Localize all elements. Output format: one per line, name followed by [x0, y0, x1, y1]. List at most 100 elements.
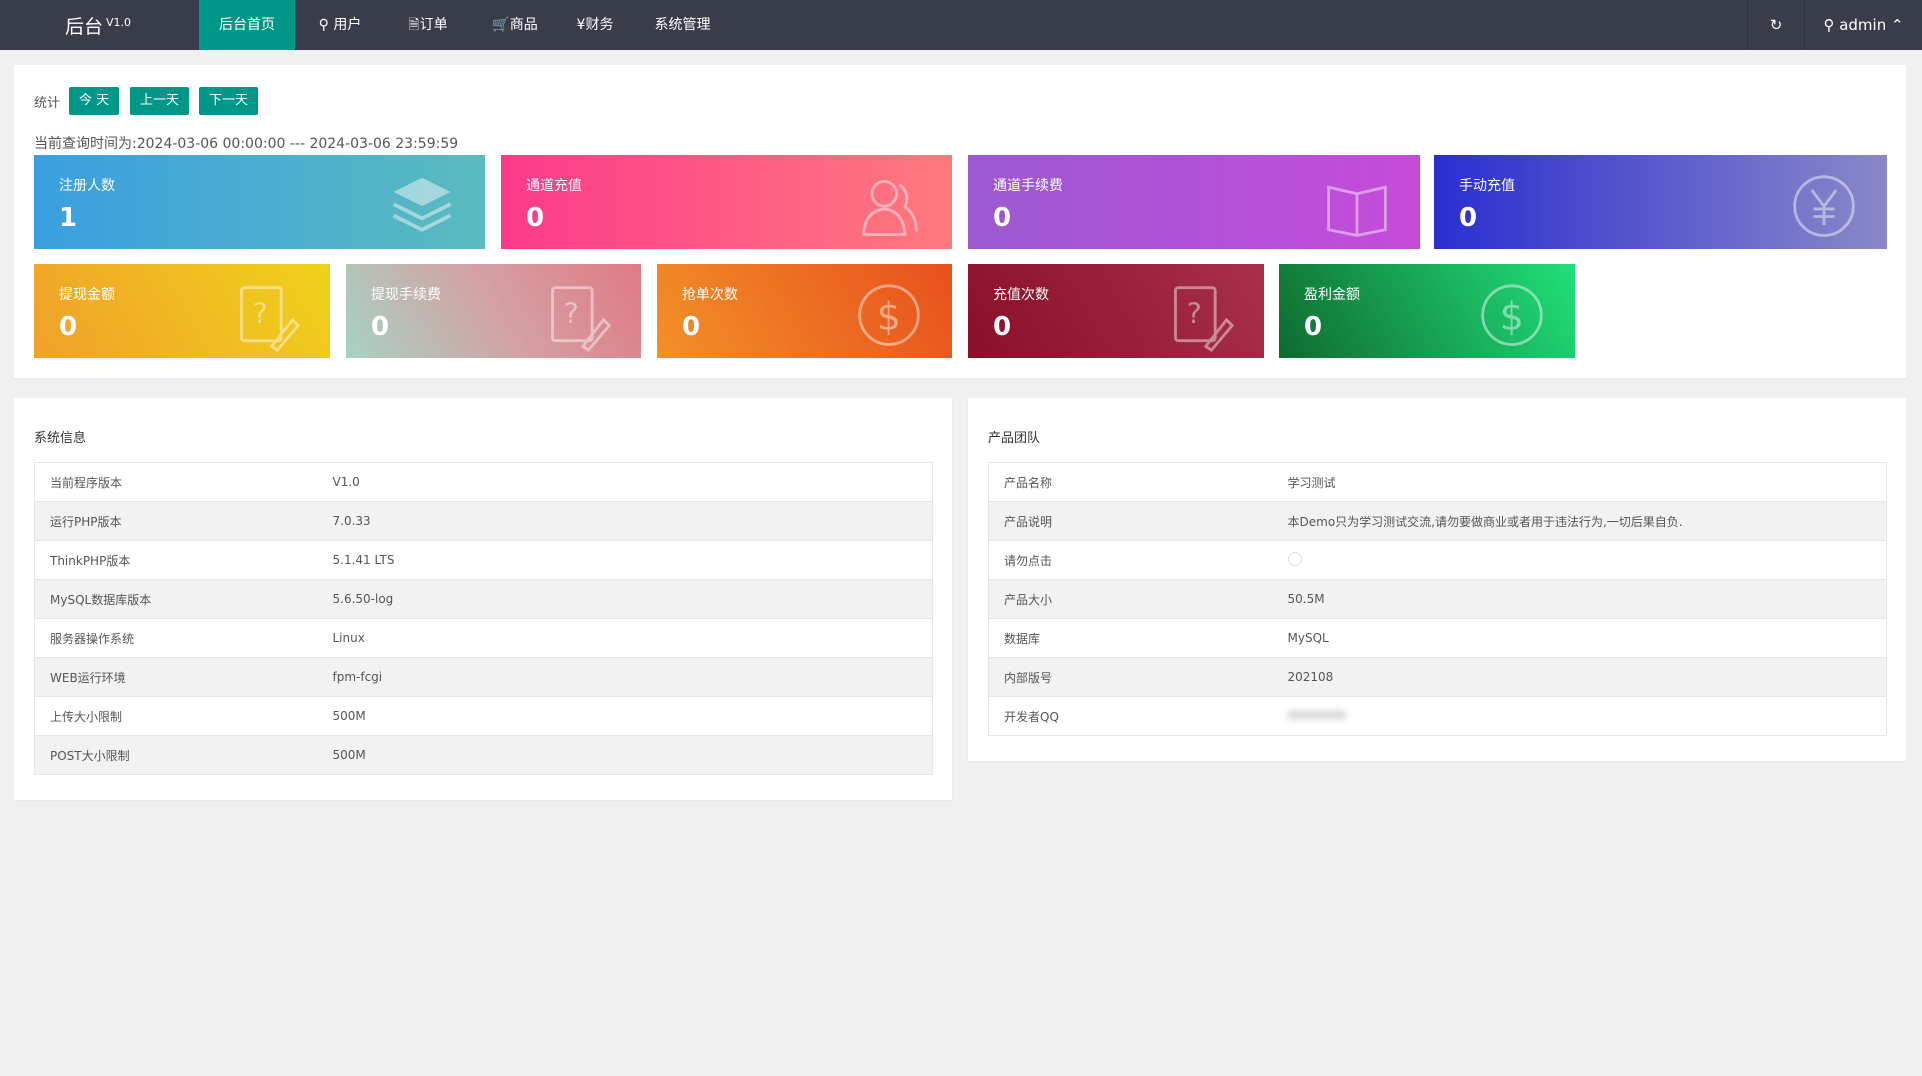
table-row: 产品名称 学习测试	[988, 462, 1887, 502]
row-label: 内部版号	[988, 657, 1273, 697]
stat-value: 0	[1459, 203, 1478, 233]
svg-text:?: ?	[1187, 298, 1202, 331]
row-label: POST大小限制	[34, 735, 318, 775]
nav-label: 用户	[333, 17, 362, 33]
stat-card: 抢单次数 0 $	[657, 264, 952, 358]
stat-value: 0	[993, 203, 1012, 233]
stat-title: 注册人数	[59, 178, 115, 194]
question-edit-icon: ?	[240, 286, 301, 352]
logo-text: 后台	[65, 16, 104, 38]
stat-title: 盈利金额	[1304, 287, 1360, 303]
stat-card: 提现手续费 0?	[346, 264, 641, 358]
yen-circle-icon	[1793, 175, 1855, 237]
nav-products[interactable]: 🛒商品	[480, 0, 550, 50]
nav-home[interactable]: 后台首页	[199, 0, 295, 50]
row-label: 开发者QQ	[988, 696, 1273, 736]
user-menu[interactable]: ⚲ admin ⌃	[1804, 0, 1922, 50]
table-row: ThinkPHP版本 5.1.41 LTS	[34, 540, 933, 580]
blurred-qq	[1287, 710, 1346, 720]
yen-icon: ¥	[576, 17, 586, 33]
row-label: 运行PHP版本	[34, 501, 318, 541]
document-icon: 🗎	[408, 17, 420, 33]
svg-text:?: ?	[253, 298, 268, 331]
stat-card: 提现金额 0?	[34, 264, 330, 358]
row-value: 5.6.50-log	[317, 579, 933, 619]
refresh-icon: ↻	[1769, 16, 1783, 34]
row-value: Linux	[317, 618, 933, 658]
user-icon: ⚲	[318, 17, 334, 33]
row-value: 50.5M	[1272, 579, 1887, 619]
stat-card: 注册人数 1	[34, 155, 485, 249]
table-row: 服务器操作系统 Linux	[34, 618, 933, 658]
table-row: POST大小限制 500M	[34, 735, 933, 775]
row-label: ThinkPHP版本	[34, 540, 318, 580]
cart-icon: 🛒	[492, 17, 510, 33]
book-icon	[1327, 185, 1387, 237]
row-label: 产品大小	[988, 579, 1273, 619]
users-icon	[861, 180, 918, 236]
team-table: 产品名称 学习测试 产品说明 本Demo只为学习测试交流,请勿要做商业或者用于违法行为…	[988, 462, 1887, 736]
stat-value: 0	[371, 312, 390, 342]
table-row: 开发者QQ	[988, 696, 1887, 736]
nav-finance[interactable]: ¥财务	[565, 0, 625, 50]
row-label: WEB运行环境	[34, 657, 318, 697]
table-row: 数据库 MySQL	[988, 618, 1887, 658]
question-edit-icon: ?	[1174, 286, 1235, 352]
stat-card: 充值次数 0?	[968, 264, 1264, 358]
logo: 后台 V1.0	[65, 12, 131, 39]
team-title: 产品团队	[988, 431, 1041, 446]
row-value	[1272, 696, 1887, 736]
table-row: 当前程序版本 V1.0	[34, 462, 933, 502]
stat-title: 手动充值	[1459, 178, 1515, 194]
system-info-table: 当前程序版本 V1.0 运行PHP版本 7.0.33 ThinkPHP版本 5.1.41 …	[34, 462, 933, 775]
row-value: 5.1.41 LTS	[317, 540, 933, 580]
nav-orders[interactable]: 🗎订单	[393, 0, 463, 50]
stat-value: 0	[1304, 312, 1323, 342]
stat-card: 通道手续费 0	[968, 155, 1420, 249]
stat-value: 0	[993, 312, 1012, 342]
dollar-circle-icon: $	[1481, 284, 1543, 346]
stat-value: 0	[682, 312, 701, 342]
stats-label: 统计	[34, 96, 61, 111]
row-value: fpm-fcgi	[317, 657, 933, 697]
system-info-title: 系统信息	[34, 431, 87, 446]
stat-title: 通道充值	[526, 178, 582, 194]
stat-value: 0	[59, 312, 78, 342]
stat-card: 手动充值 0	[1434, 155, 1887, 249]
stat-value: 0	[526, 203, 545, 233]
nav-label: 商品	[509, 17, 538, 33]
dollar-circle-icon: $	[858, 284, 920, 346]
today-button[interactable]: 今 天	[69, 87, 120, 115]
table-row: 上传大小限制 500M	[34, 696, 933, 736]
top-navbar: 后台 V1.0 后台首页 ⚲ 用户 🗎订单 🛒商品 ¥财务 系统管理 ↻ ⚲ ad…	[0, 0, 1922, 50]
row-label: MySQL数据库版本	[34, 579, 318, 619]
stat-title: 通道手续费	[993, 178, 1063, 194]
refresh-button[interactable]: ↻	[1747, 0, 1804, 50]
version: V1.0	[106, 15, 132, 29]
stat-card: 盈利金额 0 $	[1279, 264, 1575, 358]
user-icon: ⚲	[1823, 16, 1840, 34]
row-value: MySQL	[1272, 618, 1887, 658]
nav-system[interactable]: 系统管理	[654, 17, 711, 33]
stat-title: 充值次数	[993, 287, 1049, 303]
row-value: 本Demo只为学习测试交流,请勿要做商业或者用于违法行为,一切后果自负.	[1272, 501, 1887, 541]
table-row: 产品说明 本Demo只为学习测试交流,请勿要做商业或者用于违法行为,一切后果自负.	[988, 501, 1887, 541]
chevron-up-icon: ⌃	[1886, 16, 1904, 34]
stat-card: 通道充值 0	[501, 155, 952, 249]
layers-icon	[392, 177, 452, 232]
username: admin	[1839, 16, 1887, 34]
row-label: 服务器操作系统	[34, 618, 318, 658]
row-label: 上传大小限制	[34, 696, 318, 736]
table-row: 产品大小 50.5M	[988, 579, 1887, 619]
row-value: 500M	[317, 696, 933, 736]
row-value	[1272, 540, 1887, 580]
stat-title: 抢单次数	[682, 287, 738, 303]
next-day-button[interactable]: 下一天	[199, 87, 259, 115]
row-label: 数据库	[988, 618, 1273, 658]
svg-text:$: $	[877, 294, 901, 338]
query-time: 当前查询时间为:2024-03-06 00:00:00 --- 2024-03-…	[34, 136, 459, 152]
stat-title: 提现金额	[59, 287, 115, 303]
circle-icon[interactable]	[1287, 551, 1302, 566]
nav-users[interactable]: ⚲ 用户	[305, 0, 375, 50]
prev-day-button[interactable]: 上一天	[130, 87, 190, 115]
